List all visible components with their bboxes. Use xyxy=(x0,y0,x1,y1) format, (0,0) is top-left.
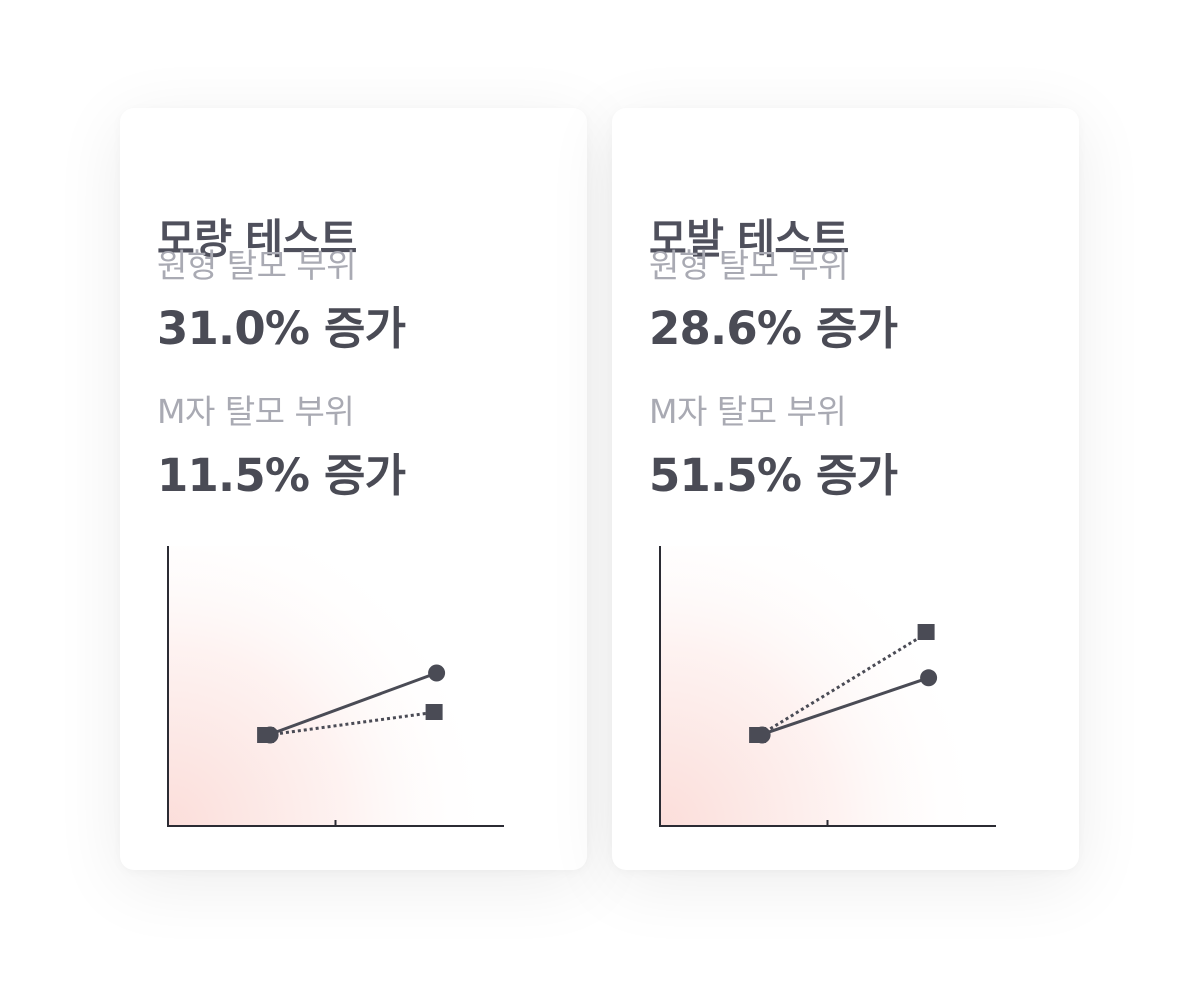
hair-volume-chart xyxy=(167,546,504,827)
square-marker xyxy=(749,727,767,743)
hair-strand-card: 모발 테스트 원형 탈모 부위 28.6% 증가 M자 탈모 부위 51.5% … xyxy=(612,108,1079,870)
m-shaped-hair-loss-label: M자 탈모 부위 xyxy=(157,392,355,431)
square-marker xyxy=(257,727,275,743)
circle-marker xyxy=(920,669,938,687)
chart-background xyxy=(659,546,996,826)
card-title: 모량 테스트 xyxy=(157,215,357,263)
hair-volume-card: 모량 테스트 원형 탈모 부위 31.0% 증가 M자 탈모 부위 11.5% … xyxy=(120,108,587,870)
m-shaped-hair-loss-label: M자 탈모 부위 xyxy=(649,392,847,431)
circular-hair-loss-label: 원형 탈모 부위 xyxy=(157,246,357,285)
hair-strand-chart xyxy=(659,546,996,827)
circle-marker xyxy=(428,664,446,682)
card-title: 모발 테스트 xyxy=(649,215,849,263)
series-line-dotted xyxy=(267,710,437,737)
square-marker xyxy=(425,704,443,720)
chart-background xyxy=(167,546,504,826)
circular-hair-loss-value: 31.0% 증가 xyxy=(157,302,406,355)
series-line-solid xyxy=(759,676,930,737)
circular-hair-loss-label: 원형 탈모 부위 xyxy=(649,246,849,285)
m-shaped-hair-loss-value: 51.5% 증가 xyxy=(649,449,898,502)
circular-hair-loss-value: 28.6% 증가 xyxy=(649,302,898,355)
series-line-dotted xyxy=(759,630,930,737)
series-line-solid xyxy=(267,671,438,737)
square-marker xyxy=(917,624,935,640)
m-shaped-hair-loss-value: 11.5% 증가 xyxy=(157,449,406,502)
